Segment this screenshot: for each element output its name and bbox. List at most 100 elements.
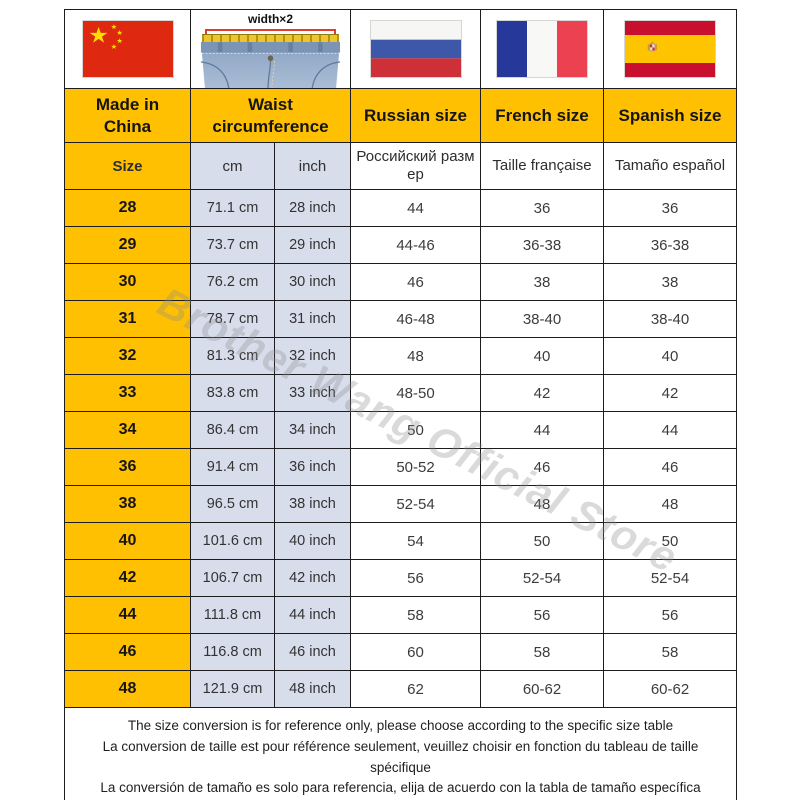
cm-cell: 76.2 cm [191, 264, 275, 301]
spanish-size-cell: 38 [604, 264, 736, 301]
size-cell: 48 [65, 671, 191, 708]
table-row: 31 78.7 cm 31 inch 46-48 38-40 38-40 [65, 301, 736, 338]
header-row: Made in China Waist circumference Russia… [65, 89, 736, 143]
table-row: 38 96.5 cm 38 inch 52-54 48 48 [65, 486, 736, 523]
inch-cell: 44 inch [275, 597, 351, 634]
size-cell: 42 [65, 560, 191, 597]
spanish-size-cell: 60-62 [604, 671, 736, 708]
subheader-row: Size cm inch Российский размер Taille fr… [65, 143, 736, 190]
cm-cell: 111.8 cm [191, 597, 275, 634]
subheader-size: Size [65, 143, 191, 190]
france-flag-icon [496, 20, 588, 78]
size-cell: 40 [65, 523, 191, 560]
russian-size-cell: 50 [351, 412, 481, 449]
spanish-size-cell: 46 [604, 449, 736, 486]
russian-size-cell: 50-52 [351, 449, 481, 486]
inch-cell: 31 inch [275, 301, 351, 338]
russian-size-cell: 46 [351, 264, 481, 301]
cm-cell: 96.5 cm [191, 486, 275, 523]
cm-cell: 86.4 cm [191, 412, 275, 449]
spanish-size-cell: 56 [604, 597, 736, 634]
russia-flag-icon [369, 20, 462, 78]
inch-cell: 29 inch [275, 227, 351, 264]
table-row: 33 83.8 cm 33 inch 48-50 42 42 [65, 375, 736, 412]
header-made-in-china: Made in China [65, 89, 191, 143]
spain-flag-icon [624, 20, 716, 78]
size-cell: 46 [65, 634, 191, 671]
header-french-size: French size [481, 89, 604, 143]
size-cell: 33 [65, 375, 191, 412]
french-size-cell: 56 [481, 597, 604, 634]
size-cell: 38 [65, 486, 191, 523]
french-size-cell: 38-40 [481, 301, 604, 338]
cm-cell: 71.1 cm [191, 190, 275, 227]
french-size-cell: 42 [481, 375, 604, 412]
spain-flag-cell [604, 10, 736, 89]
size-cell: 31 [65, 301, 191, 338]
header-russian-size: Russian size [351, 89, 481, 143]
jeans-measurement-cell: width×2 [191, 10, 351, 89]
footer-note: The size conversion is for reference onl… [65, 708, 736, 800]
spanish-size-cell: 50 [604, 523, 736, 560]
inch-cell: 32 inch [275, 338, 351, 375]
size-cell: 36 [65, 449, 191, 486]
spanish-size-cell: 40 [604, 338, 736, 375]
spanish-size-cell: 48 [604, 486, 736, 523]
cm-cell: 81.3 cm [191, 338, 275, 375]
spanish-size-cell: 52-54 [604, 560, 736, 597]
header-waist-circumference: Waist circumference [191, 89, 351, 143]
french-size-cell: 38 [481, 264, 604, 301]
measure-line [205, 29, 336, 51]
france-flag-cell [481, 10, 604, 89]
inch-cell: 33 inch [275, 375, 351, 412]
footer-note-fr: La conversion de taille est pour référen… [102, 738, 699, 775]
table-row: 48 121.9 cm 48 inch 62 60-62 60-62 [65, 671, 736, 708]
french-size-cell: 58 [481, 634, 604, 671]
russian-size-cell: 48-50 [351, 375, 481, 412]
size-cell: 28 [65, 190, 191, 227]
jeans-image [200, 42, 341, 88]
cm-cell: 83.8 cm [191, 375, 275, 412]
footer-row: The size conversion is for reference onl… [65, 708, 736, 800]
french-size-cell: 40 [481, 338, 604, 375]
inch-cell: 28 inch [275, 190, 351, 227]
russian-size-cell: 44-46 [351, 227, 481, 264]
size-cell: 34 [65, 412, 191, 449]
cm-cell: 78.7 cm [191, 301, 275, 338]
table-row: 46 116.8 cm 46 inch 60 58 58 [65, 634, 736, 671]
french-size-cell: 44 [481, 412, 604, 449]
spain-crest [647, 41, 657, 52]
spanish-size-cell: 36 [604, 190, 736, 227]
cm-cell: 73.7 cm [191, 227, 275, 264]
french-size-cell: 52-54 [481, 560, 604, 597]
spanish-size-cell: 38-40 [604, 301, 736, 338]
china-flag-cell [65, 10, 191, 89]
russian-size-cell: 62 [351, 671, 481, 708]
china-flag-icon [81, 20, 174, 78]
table-row: 36 91.4 cm 36 inch 50-52 46 46 [65, 449, 736, 486]
subheader-cm: cm [191, 143, 275, 190]
header-spanish-size: Spanish size [604, 89, 736, 143]
inch-cell: 48 inch [275, 671, 351, 708]
spanish-size-cell: 42 [604, 375, 736, 412]
french-size-cell: 50 [481, 523, 604, 560]
russian-size-cell: 44 [351, 190, 481, 227]
french-size-cell: 36 [481, 190, 604, 227]
inch-cell: 40 inch [275, 523, 351, 560]
inch-cell: 34 inch [275, 412, 351, 449]
russian-size-cell: 60 [351, 634, 481, 671]
russian-size-cell: 52-54 [351, 486, 481, 523]
size-conversion-table: width×2 [64, 9, 737, 800]
french-size-cell: 48 [481, 486, 604, 523]
flags-row: width×2 [65, 10, 736, 89]
table-row: 40 101.6 cm 40 inch 54 50 50 [65, 523, 736, 560]
russia-flag-cell [351, 10, 481, 89]
russian-size-cell: 48 [351, 338, 481, 375]
footer-note-es: La conversión de tamaño es solo para ref… [100, 780, 701, 796]
inch-cell: 38 inch [275, 486, 351, 523]
inch-cell: 46 inch [275, 634, 351, 671]
subheader-russian: Российский размер [351, 143, 481, 190]
cm-cell: 116.8 cm [191, 634, 275, 671]
inch-cell: 42 inch [275, 560, 351, 597]
